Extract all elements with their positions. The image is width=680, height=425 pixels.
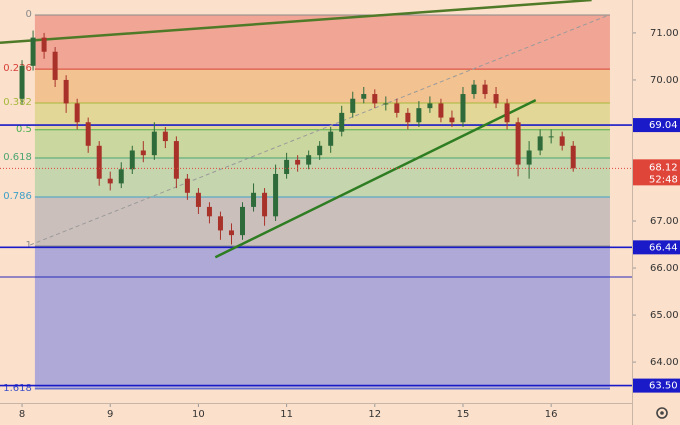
fib-label: 0.382	[3, 97, 32, 108]
candle-body	[217, 216, 223, 231]
candle-body	[251, 192, 257, 207]
candle-body	[262, 192, 268, 217]
candle-body	[515, 122, 521, 165]
gear-inner	[660, 411, 664, 415]
candles	[19, 30, 576, 245]
candle-body	[449, 117, 455, 123]
x-tick-label: 9	[107, 409, 113, 420]
y-tick-label: 70.00	[650, 75, 679, 86]
candle-body	[537, 136, 543, 151]
candle-body	[118, 169, 124, 184]
x-tick-label: 12	[368, 409, 381, 420]
gear-outer	[656, 407, 668, 419]
candle-body	[240, 206, 246, 236]
candle-body	[405, 112, 411, 123]
candle-body	[129, 150, 135, 170]
trendlines	[0, 0, 610, 259]
price-tag-label: 63.50	[649, 381, 678, 392]
candle-body	[548, 136, 554, 138]
fib-label: 0.786	[3, 191, 32, 202]
candle-body	[493, 94, 499, 104]
fib-label: 1.618	[3, 383, 32, 394]
candle-body	[383, 103, 389, 105]
current-price-label: 68.12	[649, 162, 678, 173]
candle-body	[295, 159, 301, 165]
candle-body	[372, 94, 378, 104]
candle-body	[52, 51, 58, 80]
candle-body	[438, 103, 444, 118]
current-price-tag	[633, 159, 680, 186]
candle-body	[339, 112, 345, 132]
candle-body	[63, 79, 69, 104]
candle-body	[96, 145, 102, 179]
candle-body	[140, 150, 146, 156]
candle-body	[526, 150, 532, 165]
price-tag	[633, 118, 680, 133]
fib-band	[34, 245, 610, 389]
candle-body	[416, 108, 422, 123]
candle-body	[273, 173, 279, 217]
candle-body	[328, 131, 334, 146]
price-tag-label: 69.04	[649, 120, 678, 131]
candle-body	[19, 65, 25, 99]
fib-band	[34, 129, 610, 159]
horizontal-lines: 69.04 66.44 63.50	[0, 118, 680, 393]
candle-body	[504, 103, 510, 123]
fibonacci: 0 0.236 0.382 0.5 0.618 0.786 1 1.618	[3, 9, 610, 394]
countdown-label: 52:48	[649, 174, 678, 185]
candle-body	[306, 155, 312, 165]
candle-body	[350, 98, 356, 113]
candle-body	[284, 159, 290, 174]
fib-label: 1	[26, 240, 32, 251]
x-tick-label: 15	[457, 409, 470, 420]
candle-body	[427, 103, 433, 109]
fib-label: 0	[26, 9, 32, 20]
candle-body	[460, 94, 466, 123]
candle-body	[195, 192, 201, 207]
x-tick-label: 16	[545, 409, 558, 420]
candle-body	[107, 178, 113, 184]
price-tag	[633, 240, 680, 255]
candle-body	[394, 103, 400, 113]
fib-label: 0.236	[3, 63, 32, 74]
candle-body	[206, 206, 212, 217]
settings-icon[interactable]	[656, 407, 668, 419]
candle-body	[30, 37, 36, 66]
candle-body	[482, 84, 488, 95]
candle-body	[184, 178, 190, 193]
fib-label: 0.618	[3, 152, 32, 163]
trendline	[29, 14, 610, 246]
y-tick-label: 67.00	[650, 216, 679, 227]
fib-band	[34, 69, 610, 103]
y-tick-label: 66.00	[650, 263, 679, 274]
candle-body	[471, 84, 477, 95]
candle-body	[173, 141, 179, 179]
trendline	[214, 99, 537, 259]
fib-label: 0.5	[16, 124, 32, 135]
candle-body	[361, 94, 367, 99]
candle-body	[559, 136, 565, 146]
candle-body	[151, 131, 157, 156]
candle-body	[570, 145, 576, 169]
y-tick-label: 65.00	[650, 310, 679, 321]
x-tick-label: 10	[192, 409, 205, 420]
candle-body	[228, 230, 234, 236]
candle-body	[74, 103, 80, 123]
x-tick-label: 8	[19, 409, 25, 420]
fib-band	[34, 15, 610, 70]
price-tag-label: 66.44	[649, 242, 678, 253]
candle-body	[85, 122, 91, 146]
trendline	[0, 0, 592, 45]
candle-body	[162, 131, 168, 142]
price-tag	[633, 378, 680, 393]
candle-body	[41, 37, 47, 52]
y-tick-label: 71.00	[650, 28, 679, 39]
x-tick-label: 11	[280, 409, 293, 420]
y-tick-label: 64.00	[650, 357, 679, 368]
candle-body	[317, 145, 323, 156]
